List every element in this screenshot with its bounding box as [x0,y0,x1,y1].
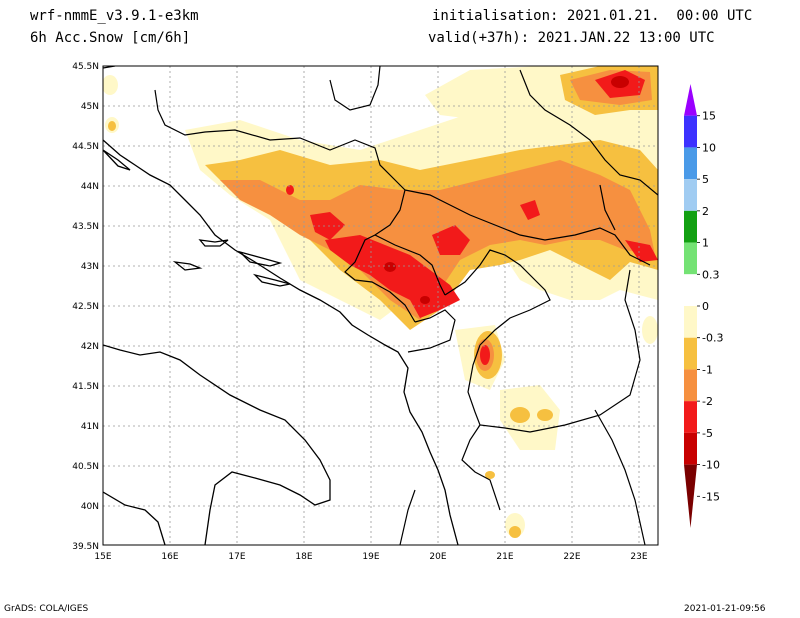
colorbar-segment [684,306,697,338]
colorbar-segment [684,179,697,211]
lat-tick-label: 40N [81,502,99,512]
lon-tick-label: 15E [94,552,111,562]
colorbar-label: 1 [702,237,709,250]
colorbar-segment [684,115,697,148]
colorbar-label: 0 [702,300,709,313]
lon-tick-label: 20E [429,552,446,562]
lat-tick-label: 41.5N [72,382,99,392]
colorbar-segment [684,210,697,243]
snow-field-darkred [384,76,629,304]
lon-tick-label: 22E [563,552,580,562]
lon-tick-label: 18E [295,552,312,562]
lon-tick-label: 21E [496,552,513,562]
colorbar-segment [684,242,697,275]
lon-tick-label: 23E [630,552,647,562]
lat-tick-label: 45.5N [72,62,99,72]
init-time: initialisation: 2021.01.21. 00:00 UTC [432,8,753,24]
colorbar-segment [684,337,697,370]
footer-timestamp: 2021-01-21-09:56 [684,604,766,614]
footer-software: GrADS: COLA/IGES [4,604,89,614]
colorbar-label: 2 [702,205,709,218]
lat-tick-label: 42N [81,342,99,352]
lon-tick-label: 19E [362,552,379,562]
colorbar-label: -5 [702,427,713,440]
colorbar-label: -0.3 [702,332,723,345]
colorbar-segment [684,369,697,402]
colorbar-segment [684,432,697,465]
variable-title: 6h Acc.Snow [cm/6h] [30,30,191,46]
colorbar-label: -15 [702,490,720,503]
lat-tick-label: 39.5N [72,542,99,552]
colorbar: 15 10 5 2 1 0.3 0 -0.3 -1 -2 -5 -10 -15 [684,84,723,528]
lat-tick-label: 40.5N [72,462,99,472]
colorbar-segment [684,401,697,433]
lat-tick-label: 43N [81,262,99,272]
colorbar-segment [684,274,697,306]
colorbar-label: -10 [702,459,720,472]
lat-tick-label: 42.5N [72,302,99,312]
model-title: wrf-nmmE_v3.9.1-e3km [30,8,199,24]
colorbar-label: -1 [702,363,713,376]
colorbar-bottom-arrow [684,464,697,528]
colorbar-label: 15 [702,110,716,123]
lat-tick-label: 44N [81,182,99,192]
valid-time: valid(+37h): 2021.JAN.22 13:00 UTC [428,30,715,46]
borders [154,66,658,545]
map-area [103,66,658,545]
colorbar-label: 10 [702,141,716,154]
colorbar-top-arrow [684,84,697,116]
colorbar-label: -2 [702,395,713,408]
lat-tick-label: 45N [81,102,99,112]
lon-tick-label: 17E [228,552,245,562]
colorbar-segment [684,147,697,180]
lat-tick-label: 41N [81,422,99,432]
map-frame [102,65,659,546]
coastlines [103,66,459,545]
lat-tick-label: 43.5N [72,222,99,232]
colorbar-label: 0.3 [702,268,720,281]
colorbar-label: 5 [702,173,709,186]
lat-tick-label: 44.5N [72,142,99,152]
lon-tick-label: 16E [161,552,178,562]
